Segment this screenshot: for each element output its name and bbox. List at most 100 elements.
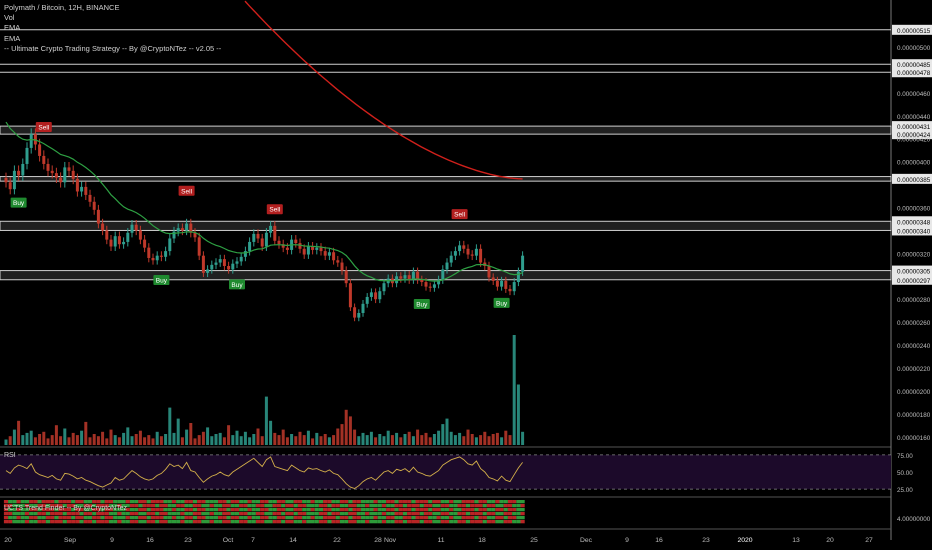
trend-cell — [62, 500, 67, 504]
volume-bar — [357, 436, 361, 445]
indicator-ucts[interactable]: -- Ultimate Crypto Trading Strategy -- B… — [4, 43, 222, 53]
trend-cell — [192, 516, 198, 520]
trend-cell — [465, 500, 471, 504]
trend-cell — [8, 504, 13, 508]
trend-cell — [37, 504, 42, 508]
trend-cell — [230, 508, 235, 512]
trend-cell — [71, 512, 76, 516]
trend-cell — [92, 516, 97, 520]
volume-bar — [71, 432, 75, 445]
trend-cell — [394, 512, 399, 516]
price-tick-label: 0.00000160 — [897, 435, 931, 442]
trend-cell — [33, 504, 38, 508]
trend-cell — [436, 512, 441, 516]
trend-cell — [3, 504, 9, 508]
signal-label: Sell — [454, 212, 465, 219]
volume-bar — [344, 409, 348, 445]
signal-label: Buy — [156, 277, 168, 284]
trend-cell — [108, 500, 114, 504]
volume-bar — [248, 437, 252, 445]
trend-cell — [243, 504, 248, 508]
trend-cell — [125, 504, 130, 508]
trend-cell — [150, 504, 156, 508]
trend-tick-label: 4.00000000 — [897, 516, 931, 523]
trend-cell — [436, 504, 441, 508]
indicator-ema-2[interactable]: EMA — [4, 33, 21, 43]
trend-cell — [188, 508, 193, 512]
trend-cell — [58, 508, 63, 512]
trend-cell — [79, 508, 84, 512]
trend-cell — [239, 520, 244, 524]
candle-body — [260, 238, 264, 247]
trend-cell — [255, 520, 261, 524]
trend-cell — [478, 512, 483, 516]
ema-slow-line — [244, 0, 523, 180]
candle-body — [407, 275, 411, 280]
trend-cell — [113, 504, 118, 508]
trend-pane-label[interactable]: UCTS Trend Finder -- By @CryptoNTez — [4, 505, 128, 512]
time-tick-label: 2020 — [737, 537, 752, 544]
trend-cell — [12, 512, 17, 516]
trend-cell — [222, 520, 227, 524]
signal-label: Sell — [269, 207, 280, 214]
trend-cell — [209, 504, 214, 508]
trend-cell — [167, 504, 172, 508]
candle-body — [348, 283, 352, 308]
trend-cell — [176, 520, 181, 524]
trend-cell — [436, 520, 441, 524]
trend-cell — [495, 520, 500, 524]
trend-cell — [482, 516, 487, 520]
volume-bar — [256, 428, 260, 445]
trend-cell — [415, 516, 420, 520]
candle-body — [428, 286, 432, 288]
indicator-ema-1[interactable]: EMA — [4, 23, 21, 33]
candle-body — [235, 261, 239, 264]
trend-cell — [113, 512, 118, 516]
trend-cell — [465, 504, 471, 508]
trend-cell — [16, 520, 21, 524]
trend-cell — [83, 500, 88, 504]
volume-bar — [193, 438, 197, 445]
trend-cell — [516, 504, 521, 508]
volume-bar — [189, 423, 193, 445]
trend-cell — [16, 500, 21, 504]
trend-cell — [470, 512, 475, 516]
trend-cell — [192, 512, 198, 516]
trend-cell — [486, 520, 492, 524]
trend-cell — [209, 512, 214, 516]
trend-cell — [41, 500, 46, 504]
trend-cell — [218, 512, 223, 516]
volume-bar — [424, 432, 428, 445]
candle-body — [378, 291, 382, 300]
trend-cell — [230, 500, 235, 504]
trend-cell — [134, 520, 139, 524]
trend-cell — [293, 520, 298, 524]
time-tick-label: 11 — [437, 537, 444, 544]
rsi-pane-label[interactable]: RSI — [4, 452, 16, 459]
trend-cell — [335, 516, 340, 520]
trend-cell — [171, 504, 177, 508]
volume-bar — [12, 429, 16, 445]
trend-cell — [432, 500, 437, 504]
trend-cell — [407, 520, 412, 524]
trend-cell — [163, 520, 168, 524]
trend-cell — [41, 512, 46, 516]
trend-cell — [314, 516, 319, 520]
candle-body — [88, 194, 92, 202]
trend-cell — [352, 500, 357, 504]
volume-bar — [38, 434, 42, 445]
candle-body — [294, 239, 298, 244]
volume-bar — [143, 437, 147, 445]
candle-body — [458, 245, 462, 252]
indicator-vol[interactable]: Vol — [4, 13, 15, 23]
trend-cell — [436, 516, 441, 520]
symbol-title[interactable]: Polymath / Bitcoin, 12H, BINANCE — [4, 3, 120, 12]
volume-bar — [437, 430, 441, 445]
candle-body — [151, 257, 155, 261]
candle-body — [256, 233, 260, 239]
volume-bar — [378, 434, 382, 445]
trend-cell — [197, 512, 202, 516]
candle-body — [508, 288, 512, 292]
candle-body — [365, 296, 369, 304]
